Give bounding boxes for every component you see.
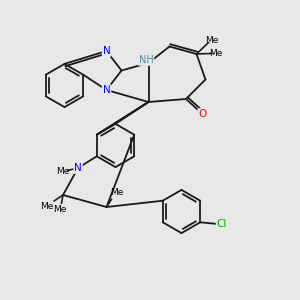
Text: Me: Me xyxy=(209,49,223,58)
Text: N: N xyxy=(103,46,110,56)
Text: O: O xyxy=(198,109,207,119)
Text: Me: Me xyxy=(56,167,69,176)
Text: Cl: Cl xyxy=(217,219,227,229)
Text: NH: NH xyxy=(139,55,154,65)
Text: Me: Me xyxy=(205,36,218,45)
Text: N: N xyxy=(74,163,82,173)
Text: N: N xyxy=(103,85,110,95)
Text: Me: Me xyxy=(110,188,124,197)
Text: Me: Me xyxy=(40,202,53,211)
Text: Me: Me xyxy=(53,206,67,214)
